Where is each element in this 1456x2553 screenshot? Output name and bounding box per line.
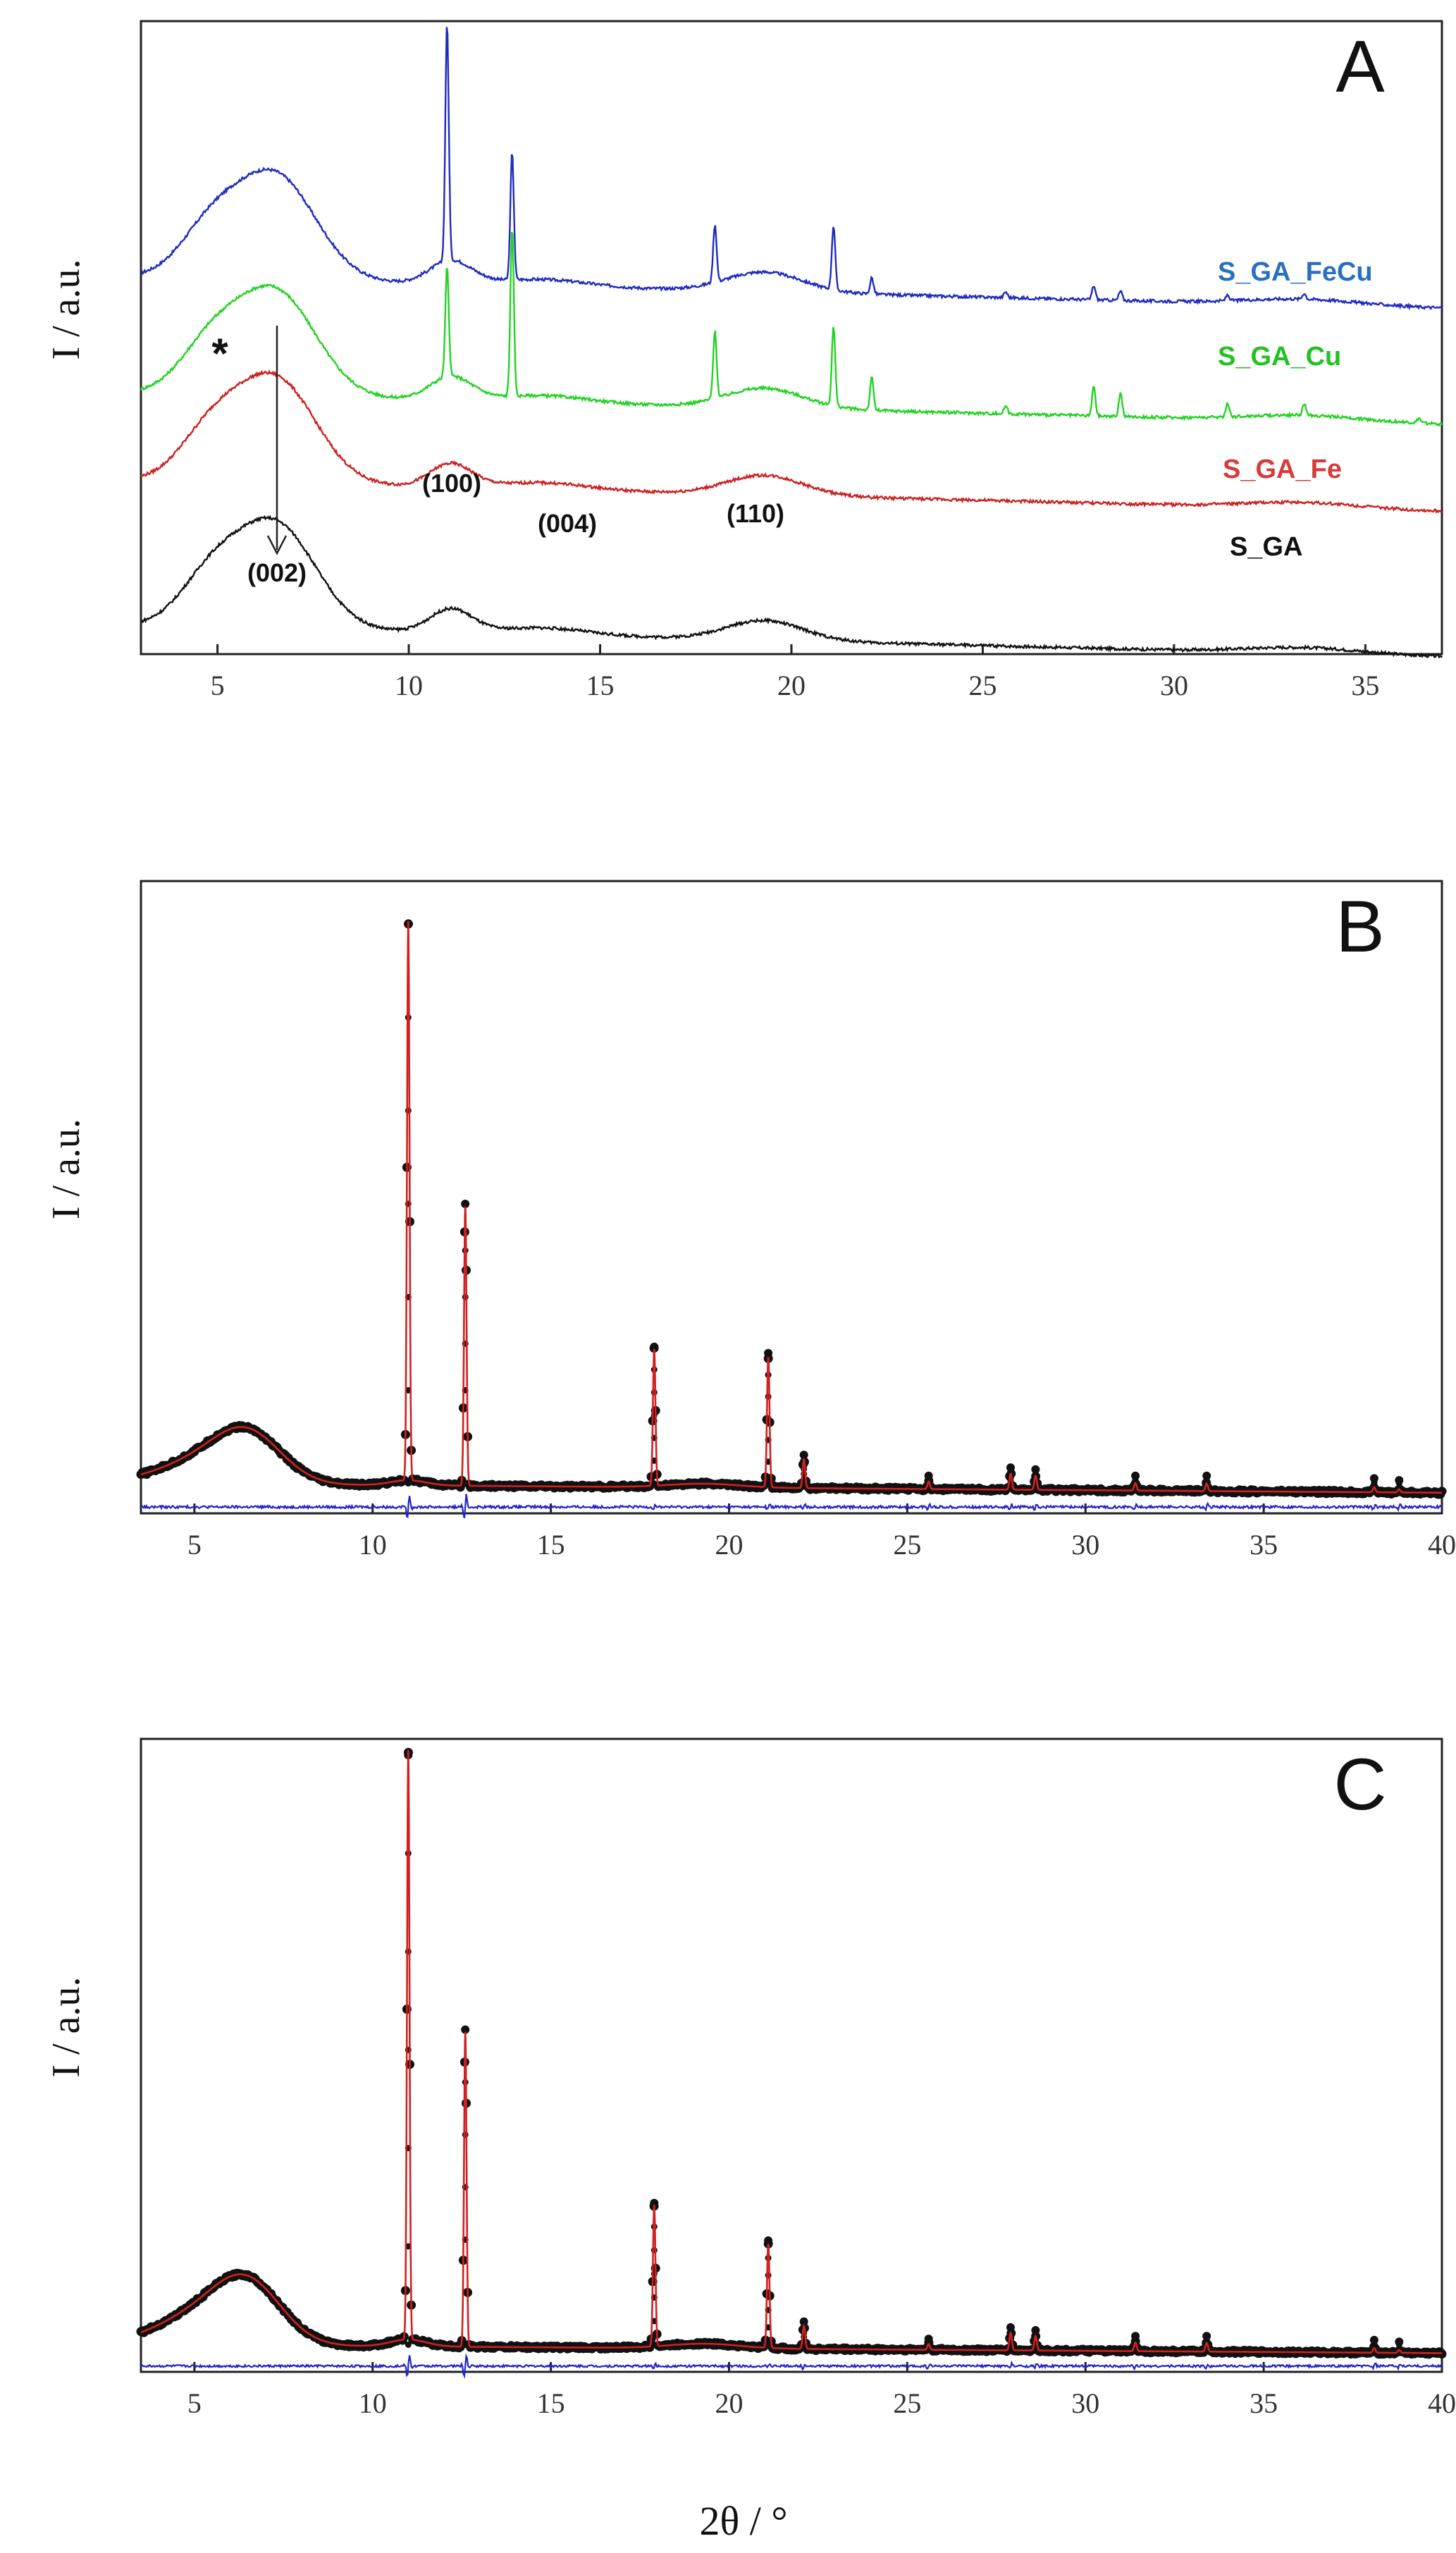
panel-c: 5 10 15 20 25 30 35 40 I / a.u. C bbox=[44, 1737, 1456, 2419]
x-tick-label: 15 bbox=[537, 2387, 565, 2419]
peak-annotation: * bbox=[211, 330, 228, 377]
observed-point bbox=[1437, 1487, 1447, 1496]
x-tick-label: 20 bbox=[715, 2387, 743, 2419]
x-tick-label: 10 bbox=[395, 670, 423, 701]
x-tick-label: 10 bbox=[359, 2387, 387, 2419]
observed-points bbox=[136, 1747, 1447, 2359]
x-tick-label: 40 bbox=[1428, 2387, 1456, 2419]
peak-annotation: (100) bbox=[422, 469, 481, 498]
series-label: S_GA_Fe bbox=[1223, 455, 1342, 484]
series-label: S_GA_Cu bbox=[1218, 342, 1341, 371]
observed-point bbox=[1369, 2335, 1378, 2344]
observed-point bbox=[405, 1948, 412, 1955]
x-tick-label: 10 bbox=[359, 1529, 387, 1561]
observed-point bbox=[764, 1348, 773, 1358]
observed-point bbox=[1202, 1471, 1211, 1480]
observed-point bbox=[1006, 2323, 1015, 2332]
observed-point bbox=[764, 2236, 773, 2245]
x-tick-label: 35 bbox=[1250, 2387, 1278, 2419]
peak-arrow-head bbox=[266, 535, 288, 555]
observed-point bbox=[924, 2334, 933, 2344]
panel-letter: A bbox=[1335, 26, 1385, 108]
calculated-line bbox=[140, 1749, 1442, 2354]
x-tick-label: 25 bbox=[968, 670, 997, 701]
observed-point bbox=[650, 2198, 659, 2208]
x-tick-label: 20 bbox=[715, 1529, 743, 1561]
observed-point bbox=[462, 2131, 469, 2138]
x-tick-label: 5 bbox=[187, 1529, 202, 1561]
observed-point bbox=[650, 2342, 658, 2348]
y-axis-label: I / a.u. bbox=[44, 259, 88, 359]
x-axis-label: 2θ / ° bbox=[699, 2498, 787, 2544]
calculated-line bbox=[140, 921, 1442, 1494]
panel-letter: C bbox=[1333, 1744, 1386, 1826]
plot-frame bbox=[140, 880, 1443, 1515]
observed-point bbox=[1131, 2332, 1140, 2341]
observed-point bbox=[1369, 1474, 1378, 1483]
observed-point bbox=[1395, 1476, 1404, 1485]
x-tick-label: 5 bbox=[187, 2387, 202, 2419]
observed-points bbox=[136, 919, 1447, 1499]
x-tick-label: 40 bbox=[1428, 1529, 1456, 1561]
observed-point bbox=[799, 2317, 808, 2326]
panel-b: 5 10 15 20 25 30 35 40 I / a.u. B bbox=[44, 880, 1456, 1561]
observed-point bbox=[1131, 1471, 1140, 1480]
observed-point bbox=[765, 1480, 772, 1487]
observed-point bbox=[1031, 1465, 1040, 1474]
observed-point bbox=[650, 1389, 658, 1396]
series-line bbox=[140, 27, 1443, 311]
observed-point bbox=[461, 2025, 470, 2034]
observed-point bbox=[1006, 1463, 1015, 1472]
panel-letter: B bbox=[1335, 886, 1384, 968]
y-axis-label: I / a.u. bbox=[44, 1976, 88, 2077]
observed-point bbox=[405, 2342, 412, 2348]
observed-point bbox=[462, 1480, 469, 1487]
difference-line bbox=[140, 2353, 1443, 2379]
x-tick-label: 15 bbox=[537, 1529, 565, 1561]
observed-point bbox=[461, 1200, 470, 1208]
observed-point bbox=[924, 1471, 933, 1480]
plot-frame bbox=[140, 1737, 1443, 2373]
x-tick-label: 25 bbox=[893, 2387, 921, 2419]
x-tick-label: 5 bbox=[211, 670, 225, 701]
series-label: S_GA_FeCu bbox=[1218, 257, 1373, 287]
observed-point bbox=[462, 1293, 469, 1300]
observed-point bbox=[1202, 2332, 1211, 2341]
peak-annotation: (002) bbox=[247, 558, 307, 587]
observed-point bbox=[650, 2247, 658, 2253]
x-tick-label: 15 bbox=[586, 670, 615, 701]
observed-point bbox=[1031, 2326, 1040, 2334]
observed-point bbox=[799, 1451, 808, 1460]
x-tick-label: 35 bbox=[1351, 670, 1379, 701]
series-label: S_GA bbox=[1230, 532, 1302, 562]
peak-annotation: (004) bbox=[538, 509, 597, 538]
observed-point bbox=[765, 2342, 772, 2348]
peak-annotation: (110) bbox=[727, 499, 784, 528]
series-line bbox=[140, 515, 1443, 659]
series-line bbox=[140, 369, 1443, 514]
observed-point bbox=[405, 1480, 412, 1487]
x-tick-label: 25 bbox=[893, 1529, 921, 1561]
observed-point bbox=[1395, 2337, 1404, 2346]
observed-point bbox=[405, 1107, 412, 1114]
observed-point bbox=[650, 1342, 659, 1351]
x-tick-label: 20 bbox=[777, 670, 806, 701]
observed-point bbox=[765, 1393, 772, 1400]
x-tick-label: 30 bbox=[1071, 2387, 1099, 2419]
series-line bbox=[140, 231, 1443, 427]
panel-a: 5 10 15 20 25 30 35 I / a.u. A S_GA_FeCu S_GA_Cu S_… bbox=[44, 20, 1443, 701]
observed-point bbox=[765, 2272, 772, 2279]
difference-line bbox=[140, 1494, 1443, 1519]
observed-point bbox=[650, 1480, 658, 1487]
y-axis-label: I / a.u. bbox=[44, 1119, 88, 1219]
observed-point bbox=[462, 2342, 469, 2348]
x-tick-label: 30 bbox=[1160, 670, 1188, 701]
x-tick-label: 35 bbox=[1250, 1529, 1278, 1561]
x-tick-label: 30 bbox=[1071, 1529, 1099, 1561]
